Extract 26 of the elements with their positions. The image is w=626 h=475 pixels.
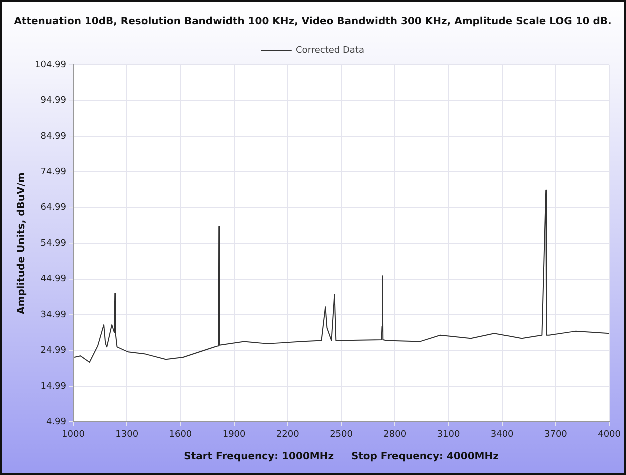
x-tick-label: 3100 (437, 430, 460, 440)
x-tick-label: 3400 (490, 430, 514, 440)
x-axis-title: Start Frequency: 1000MHz Stop Frequency: 4000MHz (184, 452, 500, 463)
y-tick-label: 4.99 (46, 418, 67, 428)
y-tick-label: 74.99 (40, 168, 67, 178)
x-tick-label: 3700 (544, 430, 568, 440)
x-tick-label: 1900 (222, 430, 246, 440)
y-tick-label: 24.99 (40, 346, 67, 356)
x-tick-label: 2200 (276, 430, 300, 440)
x-tick-label: 1600 (169, 430, 192, 440)
x-tick-label: 1300 (116, 430, 139, 440)
y-tick-label: 14.99 (40, 382, 67, 392)
chart-title: Attenuation 10dB, Resolution Bandwidth 100 KHz, Video Bandwidth 300 KHz, Amplitude Scale LOG 10 dB. (14, 16, 612, 28)
y-tick-label: 54.99 (40, 238, 67, 249)
y-tick-label: 84.99 (40, 132, 67, 142)
y-tick-label: 44.99 (40, 274, 67, 285)
y-tick-label: 64.99 (40, 203, 67, 214)
y-tick-label: 34.99 (40, 310, 67, 320)
x-tick-label: 2800 (384, 430, 407, 440)
x-tick-label: 1000 (62, 430, 86, 440)
y-axis-title: Amplitude Units, dBuV/m (16, 172, 28, 315)
y-tick-label: 104.99 (34, 60, 67, 70)
y-tick-label: 94.99 (40, 96, 67, 106)
x-tick-label: 2500 (330, 430, 354, 440)
x-tick-label: 4000 (598, 430, 622, 440)
legend-label: Corrected Data (296, 46, 364, 56)
